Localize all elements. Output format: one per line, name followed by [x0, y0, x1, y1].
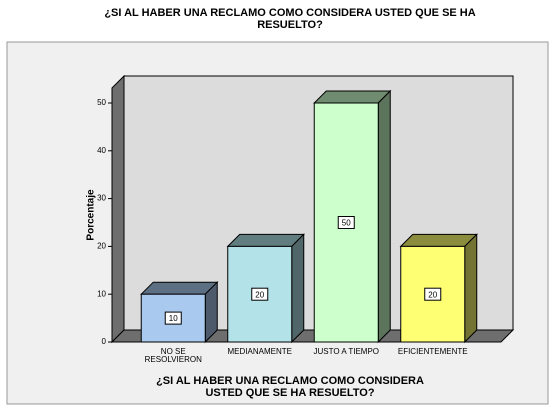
- y-tick-label: 40: [97, 146, 106, 155]
- value-label-box: [424, 287, 442, 301]
- y-tick-label: 0: [102, 337, 107, 346]
- bar-top: [226, 233, 305, 247]
- y-tick-label: 30: [97, 194, 106, 203]
- y-axis-title: Porcentaje: [86, 189, 97, 241]
- bar-side: [291, 233, 305, 344]
- x-axis-title: ¿SI AL HABER UNA RECLAMO COMO CONSIDERA …: [156, 375, 424, 399]
- y-tick-label: 10: [97, 289, 106, 298]
- value-label-box: [164, 311, 182, 325]
- value-label-box: [251, 287, 269, 301]
- bar-side: [377, 89, 391, 344]
- bar-top: [140, 281, 219, 295]
- bar-top: [313, 90, 392, 104]
- bar-top: [399, 233, 478, 247]
- value-label: 20: [428, 290, 437, 299]
- x-tick-label: NO SE RESOLVIERON: [144, 347, 202, 365]
- value-label: 20: [255, 290, 264, 299]
- value-label: 10: [169, 314, 178, 323]
- left-wall: [111, 74, 125, 344]
- x-tick-label: MEDIANAMENTE: [227, 347, 292, 356]
- y-tick-label: 20: [97, 242, 106, 251]
- chart-title: ¿SI AL HABER UNA RECLAMO COMO CONSIDERA …: [104, 7, 476, 31]
- x-tick-label: EFICIENTEMENTE: [397, 347, 468, 356]
- bar-side: [464, 233, 478, 344]
- x-tick-label: JUSTO A TIEMPO: [313, 347, 380, 356]
- value-label-box: [337, 216, 355, 229]
- y-tick-label: 50: [97, 98, 106, 107]
- value-label: 50: [342, 219, 351, 228]
